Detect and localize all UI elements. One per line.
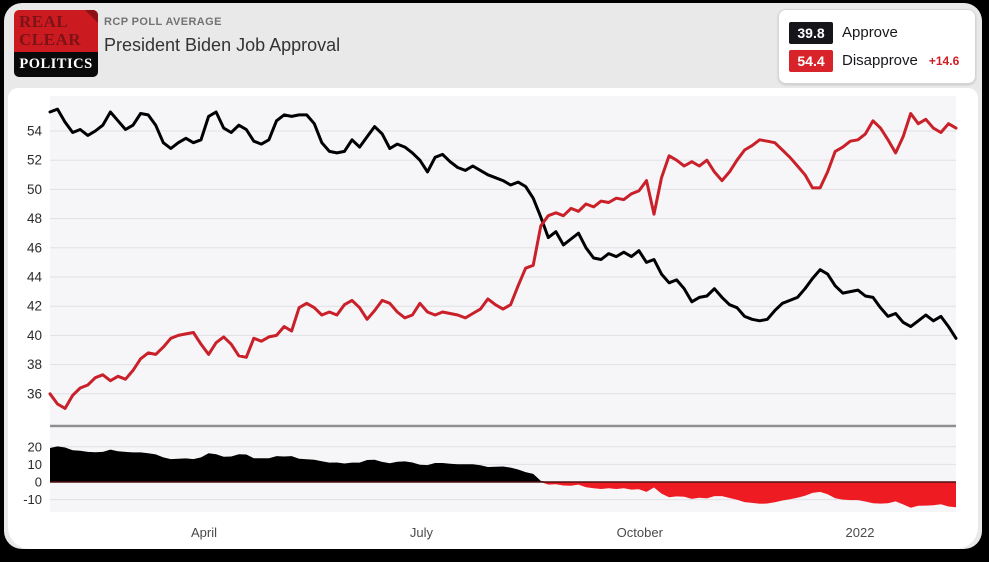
y-tick-label: 38 [27,357,42,372]
y-tick-label: 48 [27,211,42,226]
logo-fold-corner [85,10,98,23]
y-tick-label: 52 [27,153,42,168]
x-tick-label: October [617,525,664,540]
spread-positive-area [50,446,956,482]
chart-card: 54 52 50 48 46 44 42 40 38 36 20 10 0 -10 April July Oct… [8,88,978,549]
y-tick-label: 40 [27,328,42,343]
approval-chart: 54 52 50 48 46 44 42 40 38 36 20 10 0 -10 April July Oct… [8,88,978,549]
approve-value-badge: 39.8 [789,21,833,44]
header: REAL CLEAR POLITICS RCP POLL AVERAGE Pre… [4,3,982,88]
spread-tick-label: 20 [28,439,42,454]
spread-negative-area [50,482,956,508]
y-tick-label: 54 [27,124,43,139]
y-tick-label: 46 [27,240,42,255]
logo-text-real: REAL [19,12,69,31]
x-tick-label: April [191,525,217,540]
rcp-logo: REAL CLEAR POLITICS [14,10,98,77]
y-tick-label: 42 [27,299,42,314]
x-tick-label: July [410,525,434,540]
logo-text-politics: POLITICS [14,52,98,77]
spread-tick-label: 0 [35,475,42,490]
logo-text-clear: CLEAR [19,30,82,49]
disapprove-line [48,112,958,410]
rcp-logo-red-panel: REAL CLEAR [14,10,98,52]
y-tick-label: 50 [27,182,42,197]
widget-frame: REAL CLEAR POLITICS RCP POLL AVERAGE Pre… [4,3,982,549]
approval-chart-svg: 54 52 50 48 46 44 42 40 38 36 20 10 0 -10 April July Oct… [23,96,958,540]
spread-value: +14.6 [928,53,960,68]
y-tick-label: 44 [27,270,43,285]
spread-tick-label: 10 [28,457,42,472]
title-block: RCP POLL AVERAGE President Biden Job App… [104,16,340,56]
spread-tick-label: -10 [23,492,42,507]
page-title: President Biden Job Approval [104,35,341,55]
legend-item-approve: 39.8 Approve [789,19,965,46]
legend-item-disapprove: 54.4 Disapprove +14.6 [789,47,965,74]
y-tick-label: 36 [27,386,42,401]
main-plot-bg [50,96,956,426]
approve-label: Approve [842,24,898,41]
spread-gridlines: 20 10 0 -10 [23,439,956,507]
disapprove-value-badge: 54.4 [789,49,833,72]
poll-average-kicker: RCP POLL AVERAGE [104,16,222,28]
disapprove-label: Disapprove [842,52,918,69]
legend: 39.8 Approve 54.4 Disapprove +14.6 [778,9,976,84]
main-gridlines: 54 52 50 48 46 44 42 40 38 36 [27,124,956,401]
approve-line [48,107,958,340]
x-tick-label: 2022 [846,525,875,540]
